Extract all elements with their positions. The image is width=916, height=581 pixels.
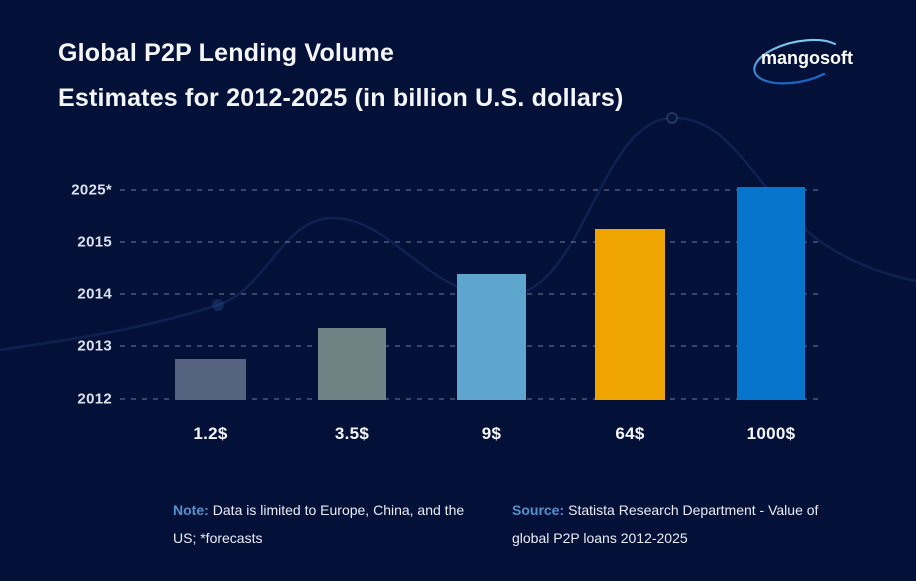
- bar-2013: [318, 328, 386, 400]
- chart-title: Global P2P Lending Volume Estimates for …: [58, 31, 624, 121]
- value-label-2025*: 1000$: [746, 424, 796, 443]
- mangosoft-logo: mangosoft: [753, 38, 853, 85]
- y-tick-2015: 2015: [77, 233, 112, 251]
- logo-text: mangosoft: [761, 48, 853, 68]
- chart-title-line1: Global P2P Lending Volume: [58, 39, 395, 67]
- bar-2025*: [737, 187, 805, 400]
- wave-dot-icon: [666, 112, 678, 124]
- value-label-2015: 64$: [615, 424, 645, 443]
- y-tick-2014: 2014: [77, 285, 112, 303]
- chart-title-line2: Estimates for 2012-2025 (in billion U.S.…: [58, 84, 624, 112]
- gridline-2015: [120, 241, 820, 243]
- bar-2015: [595, 229, 665, 400]
- bar-2012: [175, 359, 246, 400]
- y-tick-2012: 2012: [77, 390, 112, 408]
- note-label: Note:: [173, 502, 209, 518]
- gridline-2025*: [120, 189, 820, 191]
- value-label-2013: 3.5$: [334, 424, 370, 443]
- value-label-2012: 1.2$: [193, 424, 228, 443]
- note: Note: Data is limited to Europe, China, a…: [173, 496, 473, 552]
- note-text: Data is limited to Europe, China, and th…: [173, 502, 465, 546]
- y-tick-2025*: 2025*: [71, 181, 112, 199]
- value-label-2014: 9$: [481, 424, 502, 443]
- logo-swirl-icon: [753, 38, 837, 85]
- source-label: Source:: [512, 502, 565, 518]
- y-tick-2013: 2013: [77, 337, 112, 355]
- bar-2014: [457, 274, 526, 400]
- source-text: Statista Research Department - Value of …: [512, 502, 819, 546]
- wave-dot-icon: [212, 299, 224, 311]
- source: Source: Statista Research Department - Va…: [512, 496, 832, 552]
